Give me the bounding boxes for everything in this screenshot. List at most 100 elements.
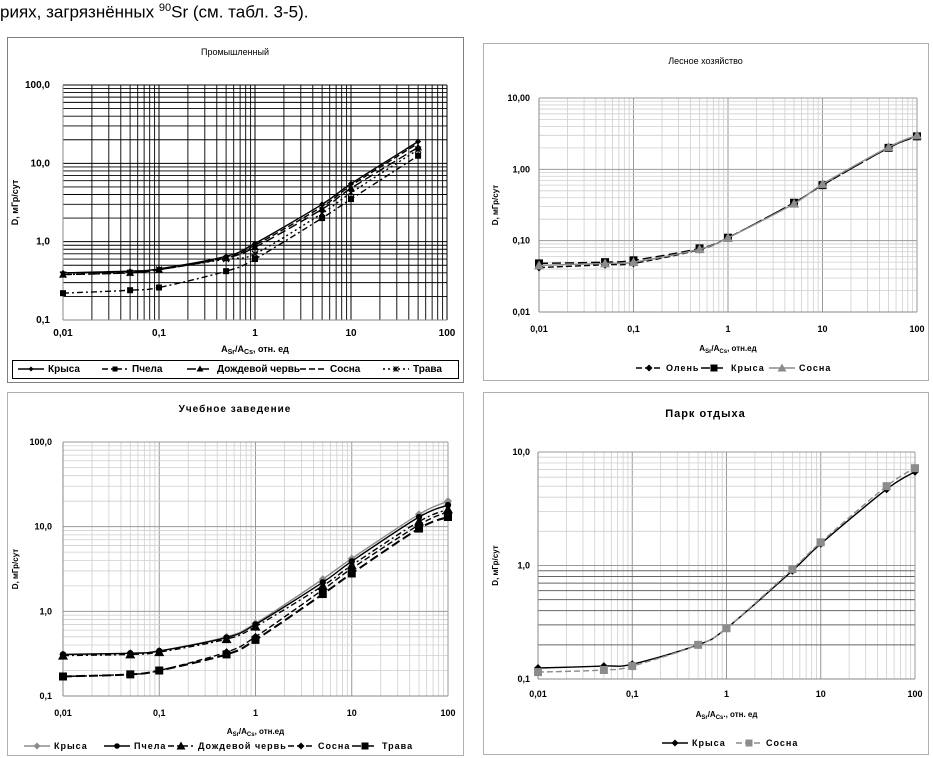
legend-marker: [114, 743, 120, 749]
data-point: [444, 507, 452, 516]
data-point: [534, 260, 544, 270]
y-tick-label: 10,0: [31, 158, 51, 169]
x-tick-label: 100: [907, 689, 922, 699]
y-tick-label: 100,0: [25, 80, 50, 91]
x-label-text: A: [696, 710, 702, 719]
legend-item: Сосна: [736, 738, 797, 748]
data-point: [252, 256, 258, 263]
chart-frame: [483, 392, 929, 755]
data-point: [883, 142, 894, 152]
chart-frame: [7, 392, 464, 756]
legend: Крыса Пчела Дождевой червь Сосна Трава: [24, 741, 412, 751]
x-axis-label: ASr/ACs, отн. ед: [221, 344, 289, 356]
x-label-subscript: Cs: [247, 732, 255, 738]
x-label-text: /A: [239, 727, 247, 736]
data-point: [59, 672, 67, 681]
legend-label: Сосна: [330, 364, 361, 375]
chart-frame: [483, 43, 929, 381]
x-tick-label: 1: [724, 689, 729, 699]
legend-item: Крыса: [662, 738, 725, 748]
legend: Олень Крыса Сосна: [636, 363, 831, 373]
y-tick-label: 10,0: [34, 522, 52, 532]
legend-marker: [112, 366, 118, 372]
data-point: [415, 524, 424, 533]
data-point: [911, 464, 919, 473]
data-point: [221, 634, 232, 644]
legend-label: Крыса: [48, 364, 80, 375]
y-tick-label: 100,0: [29, 437, 52, 447]
legend-item: Пчела: [104, 741, 165, 751]
x-axis-label: ASr/ACs., отн. ед: [696, 710, 758, 721]
x-label-subscript: Sr: [228, 349, 236, 356]
data-point: [223, 268, 230, 275]
page-header-text: риях, загрязнённых 90Sr (см. табл. 3-5).: [0, 2, 309, 23]
data-point: [222, 255, 230, 263]
y-tick-label: 10,00: [507, 93, 530, 103]
data-point: [347, 189, 355, 197]
x-label-text: ., отн. ед: [723, 710, 757, 719]
y-tick-label: 0,10: [512, 236, 530, 246]
x-label-subscript: Sr: [705, 349, 712, 355]
header-suffix: Sr (см. табл. 3-5).: [171, 2, 309, 22]
legend-marker: [777, 363, 787, 372]
data-point: [60, 290, 66, 297]
data-point: [414, 146, 422, 153]
series-group: [59, 138, 423, 297]
data-point: [126, 670, 135, 679]
data-point: [318, 209, 326, 217]
x-tick-label: 0,01: [530, 324, 548, 334]
y-tick-label: 0,1: [517, 674, 530, 684]
legend-label: Дождевой червь: [217, 364, 300, 375]
x-tick-label: 10: [816, 689, 826, 699]
data-point: [628, 257, 639, 267]
legend-label: Сосна: [799, 363, 831, 373]
y-axis-label: D, мГр/сут: [11, 549, 20, 589]
data-point: [694, 244, 705, 254]
legend-item: Дождевой червь: [187, 364, 300, 375]
y-tick-label: 1,0: [517, 561, 530, 571]
legend-marker: [745, 739, 753, 747]
data-point: [722, 624, 731, 633]
grid: [537, 451, 916, 680]
data-point: [347, 569, 356, 578]
x-label-text: , отн.ед: [727, 344, 757, 353]
y-tick-label: 10,0: [512, 447, 530, 457]
x-tick-label: 100: [440, 708, 455, 718]
data-point: [126, 269, 134, 277]
series-group: [534, 464, 919, 677]
legend-label: Сосна: [318, 741, 350, 751]
legend-item: Пчела: [102, 364, 163, 375]
series-line-4: [62, 142, 419, 274]
data-point: [534, 668, 542, 677]
data-point: [723, 232, 733, 242]
legend-item: Сосна: [769, 363, 831, 373]
data-point: [127, 287, 134, 294]
y-tick-label: 1,0: [36, 237, 50, 248]
chart-frame: [7, 37, 464, 383]
data-point: [415, 152, 422, 159]
x-tick-label: 0,01: [529, 689, 547, 699]
data-point: [319, 215, 326, 222]
data-point: [415, 138, 422, 145]
legend-marker: [671, 739, 679, 747]
x-tick-label: 10: [347, 708, 357, 718]
series-line-2: [537, 467, 916, 673]
x-label-subscript: Cs: [716, 715, 724, 721]
data-point: [251, 635, 260, 644]
data-point: [154, 647, 165, 657]
legend-label: Дождевой червь: [198, 741, 287, 751]
y-tick-label: 0,1: [36, 315, 50, 326]
legend-marker: [297, 742, 305, 750]
x-label-text: /A: [235, 344, 245, 354]
y-tick-label: 0,01: [512, 307, 530, 317]
y-axis-label: D, мГр/сут: [491, 185, 500, 225]
x-tick-label: 0,1: [627, 324, 640, 334]
legend: Крыса Сосна: [662, 738, 797, 748]
x-label-subscript: Cs: [719, 349, 727, 355]
x-label-text: A: [699, 344, 705, 353]
legend-label: Трава: [413, 364, 442, 375]
chart-title: Промышленный: [201, 47, 269, 57]
x-tick-label: 0,01: [53, 328, 73, 339]
